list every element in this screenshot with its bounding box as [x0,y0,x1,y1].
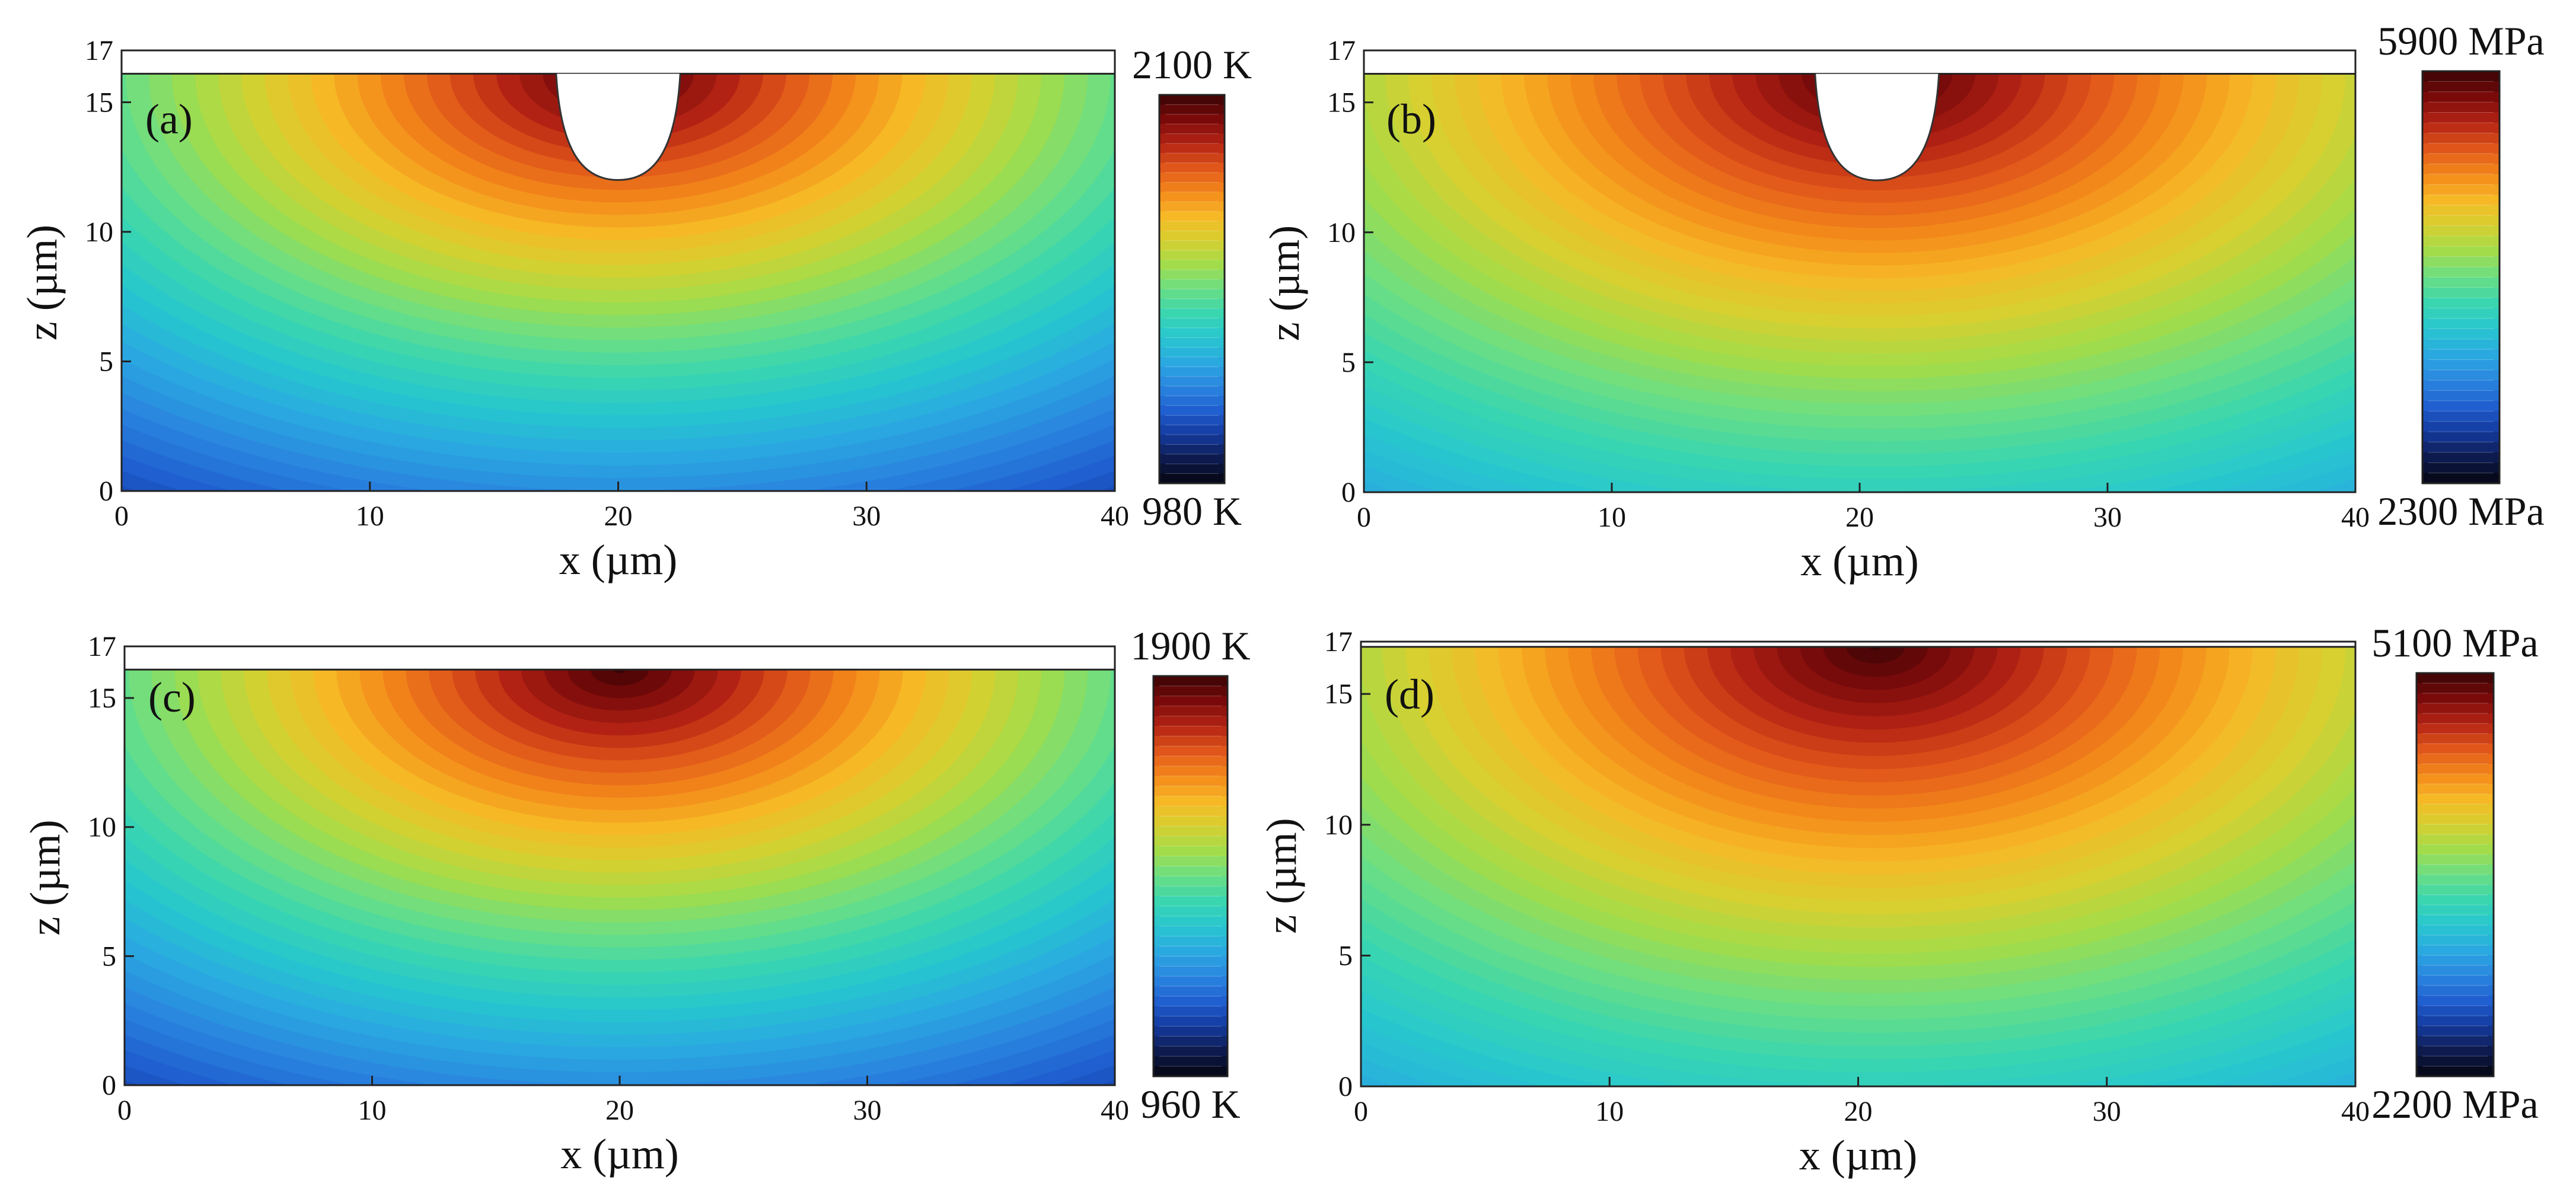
y-axis-title: z (µm) [1261,225,1308,341]
x-tick-label: 40 [2341,1096,2370,1127]
y-tick-label: 10 [88,812,116,843]
x-tick-label: 40 [1101,1095,1129,1126]
y-tick-label: 17 [88,631,116,662]
colorbar [1158,94,1226,484]
surface-strip [123,645,1116,671]
y-tick-label: 17 [1324,626,1353,658]
colorbar [2421,70,2501,484]
y-tick-label: 5 [1341,347,1356,378]
y-axis-title: z (µm) [21,820,69,935]
y-tick-label: 15 [1324,678,1353,710]
y-tick-label: 10 [1324,809,1353,841]
melt-pool [1814,74,1940,181]
y-tick-label: 5 [1338,940,1353,971]
x-tick-label: 30 [2093,502,2122,533]
colorbar [2415,672,2495,1077]
y-tick-label: 10 [85,216,113,248]
x-axis-title: x (µm) [1799,1131,1917,1179]
panel-label: (d) [1385,671,1434,718]
x-tick-label: 0 [117,1095,132,1126]
colorbar-max-label: 2100 K [1132,42,1252,87]
contour-field [1361,646,2355,1086]
panel-label: (b) [1386,95,1436,143]
x-tick-label: 10 [1595,1096,1624,1127]
x-tick-label: 20 [604,500,633,532]
colorbar-min-label: 960 K [1140,1082,1240,1127]
surface-strip [1363,49,2357,75]
y-tick-label: 17 [85,35,113,66]
y-tick-label: 17 [1327,35,1356,66]
panel-a: 0 10 20 30 40 0 5 10 15 17 x (µm) z (µm) (a) 2100 K 98… [18,35,1252,584]
x-axis-title: x (µm) [1800,537,1918,585]
y-tick-label: 15 [88,683,116,714]
x-tick-label: 30 [852,500,881,532]
surface-strip [120,49,1116,75]
colorbar-min-label: 2300 MPa [2377,489,2544,534]
panel-label: (c) [148,674,196,721]
x-tick-label: 0 [1354,1096,1368,1127]
x-tick-label: 0 [114,500,129,532]
x-tick-label: 10 [358,1095,387,1126]
y-axis-title: z (µm) [18,225,66,340]
x-tick-label: 20 [1844,1096,1873,1127]
y-tick-label: 15 [85,87,113,118]
colorbar-max-label: 5900 MPa [2377,18,2544,63]
y-tick-label: 0 [99,476,113,507]
y-tick-label: 5 [99,346,113,377]
y-tick-label: 10 [1327,217,1356,248]
x-tick-label: 40 [1101,500,1129,532]
colorbar-max-label: 1900 K [1130,623,1250,668]
x-tick-label: 10 [1598,502,1626,533]
x-tick-label: 30 [2093,1096,2121,1127]
panel-d: 0 10 20 30 40 0 5 10 15 17 x (µm) z (µm) (d) 5100 MPa… [1258,620,2539,1179]
x-tick-label: 40 [2341,502,2370,533]
x-tick-label: 20 [605,1095,634,1126]
x-tick-label: 0 [1357,502,1371,533]
y-axis-title: z (µm) [1258,818,1305,933]
panel-label: (a) [145,95,193,143]
panel-c: 0 10 20 30 40 0 5 10 15 17 x (µm) z (µm) (c) 1900 K 96… [21,623,1251,1178]
y-tick-label: 0 [102,1070,116,1101]
colorbar-max-label: 5100 MPa [2371,620,2538,665]
y-tick-label: 0 [1338,1071,1353,1102]
contour-field [125,669,1115,1085]
y-tick-label: 5 [102,940,116,972]
colorbar [1152,675,1229,1077]
x-axis-title: x (µm) [559,536,677,584]
colorbar-min-label: 980 K [1142,489,1242,534]
colorbar-min-label: 2200 MPa [2371,1082,2538,1127]
panel-b: 0 10 20 30 40 0 5 10 15 17 x (µm) z (µm) (b) 5900 MPa… [1261,18,2545,585]
y-tick-label: 15 [1327,87,1356,119]
y-tick-label: 0 [1341,477,1356,508]
x-tick-label: 10 [356,500,384,532]
melt-pool [555,74,681,181]
x-axis-title: x (µm) [560,1130,678,1178]
x-tick-label: 30 [853,1095,882,1126]
x-tick-label: 20 [1845,502,1874,533]
